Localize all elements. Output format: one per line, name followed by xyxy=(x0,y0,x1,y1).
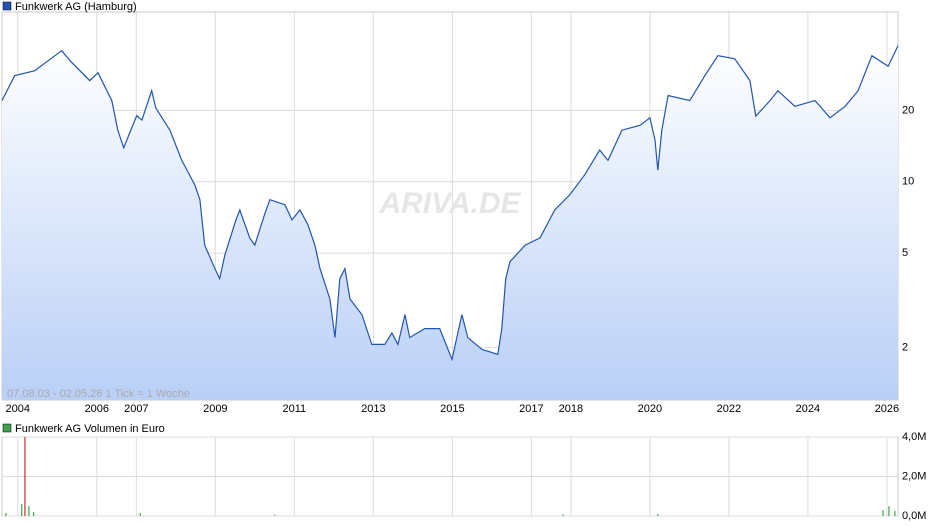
volume-title: Funkwerk AG Volumen in Euro xyxy=(15,423,165,435)
legend-swatch xyxy=(2,423,12,433)
volume-bar xyxy=(5,513,7,516)
volume-bar xyxy=(882,510,884,516)
x-tick-label: 2006 xyxy=(85,403,109,415)
volume-bar xyxy=(21,504,23,516)
y-tick-label: 10 xyxy=(902,176,914,188)
x-tick-label: 2022 xyxy=(717,403,741,415)
volume-bar xyxy=(28,506,30,516)
x-tick-label: 2011 xyxy=(283,403,307,415)
x-tick-label: 2026 xyxy=(875,403,899,415)
legend-swatch xyxy=(2,1,12,11)
x-tick-label: 2018 xyxy=(559,403,583,415)
price-line xyxy=(1,45,899,362)
y-tick-label: 5 xyxy=(902,247,908,259)
y-tick-label: 20 xyxy=(902,104,914,116)
y-tick-label: 4,0M xyxy=(902,431,926,443)
y-tick-label: 0,0M xyxy=(902,510,926,522)
volume-bar xyxy=(562,514,564,516)
chart-title: Funkwerk AG (Hamburg) xyxy=(15,1,137,13)
area xyxy=(2,45,898,400)
volume-bar xyxy=(273,514,276,516)
volume-bar xyxy=(139,513,141,516)
x-tick-label: 2024 xyxy=(796,403,820,415)
volume-bar xyxy=(24,437,26,516)
x-tick-label: 2009 xyxy=(203,403,227,415)
volume-bar xyxy=(894,511,896,516)
x-tick-label: 2013 xyxy=(361,403,385,415)
y-tick-label: 2 xyxy=(902,341,908,353)
watermark: ARIVA.DE xyxy=(378,187,521,220)
range-note: 07.08.03 - 02.05.26 1 Tick = 1 Woche xyxy=(7,388,190,400)
y-tick-label: 2,0M xyxy=(902,470,926,482)
x-tick-label: 2015 xyxy=(440,403,464,415)
volume-bar xyxy=(888,506,890,516)
volume-bar xyxy=(657,514,659,516)
x-tick-label: 2007 xyxy=(124,403,148,415)
volume-bar xyxy=(33,512,35,516)
x-tick-label: 2004 xyxy=(6,403,30,415)
x-tick-label: 2020 xyxy=(638,403,662,415)
x-tick-label: 2017 xyxy=(519,403,543,415)
